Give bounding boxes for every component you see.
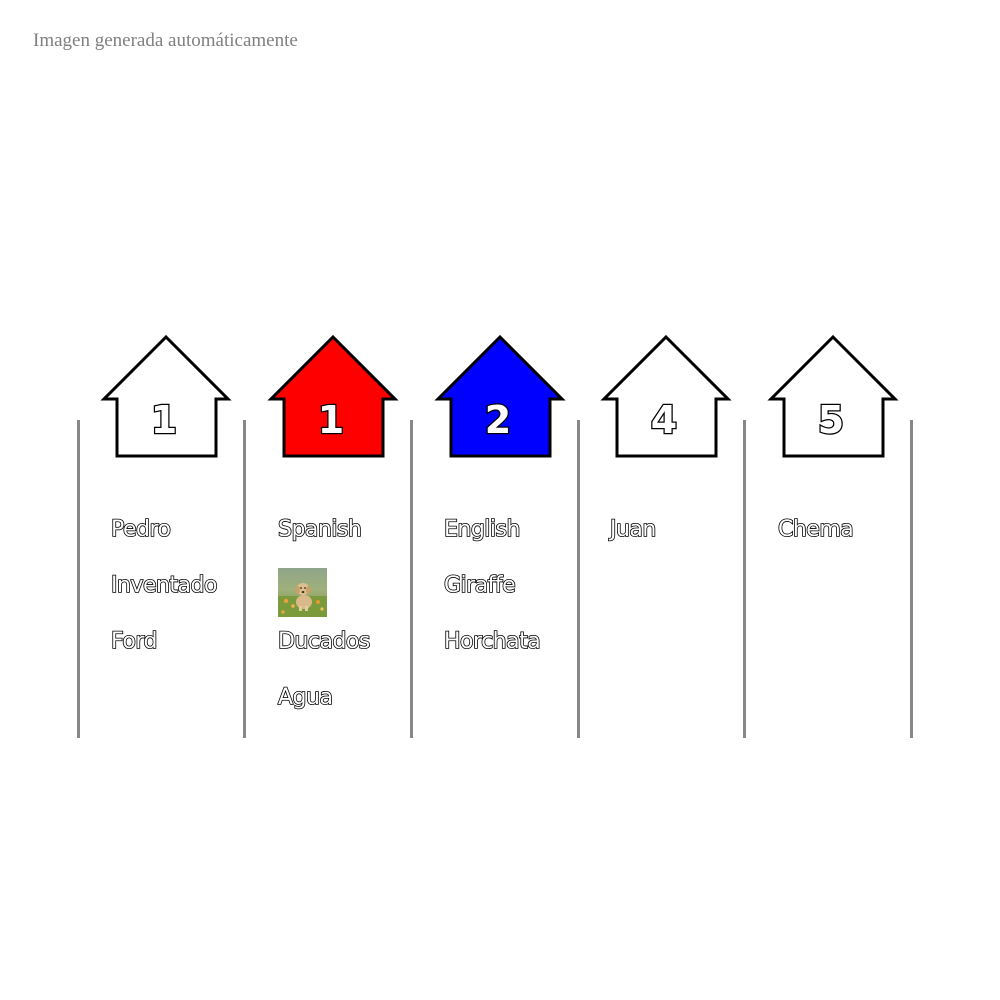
column-4-items: Juan bbox=[609, 512, 657, 568]
column-divider bbox=[910, 420, 913, 738]
house-number: 1 bbox=[151, 398, 177, 442]
house-number: 5 bbox=[818, 398, 844, 442]
house-3: 2 bbox=[434, 334, 566, 458]
dog-photo-icon bbox=[278, 568, 327, 617]
house-shape bbox=[600, 334, 732, 458]
column-5-items: Chema bbox=[777, 512, 854, 568]
list-item: Horchata bbox=[443, 628, 541, 655]
column-3-items: English Giraffe Horchata bbox=[443, 512, 541, 680]
column-divider bbox=[77, 420, 80, 738]
caption: Imagen generada automáticamente bbox=[33, 30, 298, 51]
house-shape bbox=[767, 334, 899, 458]
house-5: 5 bbox=[767, 334, 899, 458]
list-item-image bbox=[278, 568, 327, 624]
column-divider bbox=[243, 420, 246, 738]
list-item: English bbox=[443, 516, 521, 543]
list-item: Pedro bbox=[110, 516, 172, 543]
house-number: 1 bbox=[318, 398, 344, 442]
house-1: 1 bbox=[100, 334, 232, 458]
column-divider bbox=[743, 420, 746, 738]
list-item: Giraffe bbox=[443, 572, 516, 599]
list-item: Chema bbox=[777, 516, 854, 543]
list-item: Spanish bbox=[277, 516, 362, 543]
column-divider bbox=[410, 420, 413, 738]
column-divider bbox=[577, 420, 580, 738]
list-item: Inventado bbox=[110, 572, 218, 599]
column-1-items: Pedro Inventado Ford bbox=[110, 512, 218, 680]
house-number: 2 bbox=[485, 398, 511, 442]
house-shape bbox=[267, 334, 399, 458]
house-shape bbox=[100, 334, 232, 458]
list-item: Ducados bbox=[277, 628, 371, 655]
list-item: Ford bbox=[110, 628, 158, 655]
house-shape bbox=[434, 334, 566, 458]
house-4: 4 bbox=[600, 334, 732, 458]
column-2-items: Spanish bbox=[277, 512, 371, 736]
list-item: Agua bbox=[277, 684, 334, 711]
house-2: 1 bbox=[267, 334, 399, 458]
list-item: Juan bbox=[609, 516, 657, 543]
house-number: 4 bbox=[651, 398, 677, 442]
